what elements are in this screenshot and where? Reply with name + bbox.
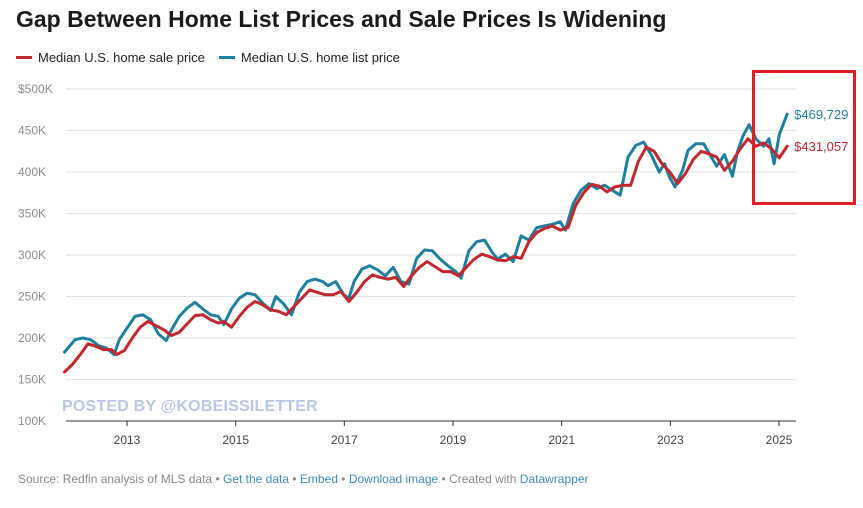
y-tick-label: 150K <box>18 373 46 387</box>
y-tick-label: 100K <box>18 414 46 428</box>
x-tick-label: 2017 <box>331 433 358 447</box>
legend-swatch-list <box>218 56 235 59</box>
get-data-link[interactable]: Get the data <box>222 472 290 486</box>
y-tick-label: 250K <box>18 290 46 304</box>
sale-price-line <box>63 137 789 374</box>
x-tick-label: 2023 <box>657 433 684 447</box>
sale-price-end-label: $431,057 <box>794 139 848 154</box>
footer-sep: • <box>289 472 300 486</box>
embed-link[interactable]: Embed <box>299 472 338 486</box>
list-price-line <box>63 112 789 357</box>
highlight-box <box>752 70 856 205</box>
footer-sep: • <box>337 472 349 486</box>
chart-title: Gap Between Home List Prices and Sale Pr… <box>16 6 667 32</box>
x-tick-label: 2019 <box>440 433 467 447</box>
x-tick-label: 2021 <box>548 433 575 447</box>
y-tick-label: $500K <box>18 82 53 96</box>
legend-swatch-sale <box>16 56 32 59</box>
legend: Median U.S. home sale price Median U.S. … <box>16 50 400 65</box>
source-text: Source: Redfin analysis of MLS data <box>18 472 213 486</box>
y-tick-label: 400K <box>18 165 46 179</box>
list-price-end-label: $469,729 <box>794 107 848 122</box>
x-axis-ticks: 2013 2015 2017 2019 2021 2023 2025 <box>114 421 793 447</box>
footer: Source: Redfin analysis of MLS data • Ge… <box>18 472 589 486</box>
footer-sep: • <box>438 472 450 486</box>
watermark: POSTED BY @KOBEISSILETTER <box>62 398 318 415</box>
legend-item-list: Median U.S. home list price <box>218 50 400 65</box>
legend-item-sale: Median U.S. home sale price <box>16 50 205 65</box>
series-lines <box>63 112 789 374</box>
footer-sep: • <box>212 472 223 486</box>
y-tick-label: 450K <box>18 124 46 138</box>
download-image-link[interactable]: Download image <box>348 472 439 486</box>
y-axis-ticks: $500K 450K 400K 350K 300K 250K 200K 150K 100K <box>18 82 53 428</box>
legend-label-list: Median U.S. home list price <box>240 50 400 65</box>
created-with-text: Created with <box>449 472 517 486</box>
x-tick-label: 2025 <box>766 433 793 447</box>
y-tick-label: 350K <box>18 207 46 221</box>
datawrapper-link[interactable]: Datawrapper <box>519 472 589 486</box>
x-tick-label: 2013 <box>114 433 141 447</box>
y-tick-label: 200K <box>18 331 46 345</box>
y-tick-label: 300K <box>18 248 46 262</box>
end-labels: $469,729 $431,057 <box>794 107 848 154</box>
gridlines <box>66 88 796 422</box>
legend-label-sale: Median U.S. home sale price <box>38 50 205 65</box>
x-tick-label: 2015 <box>222 433 249 447</box>
